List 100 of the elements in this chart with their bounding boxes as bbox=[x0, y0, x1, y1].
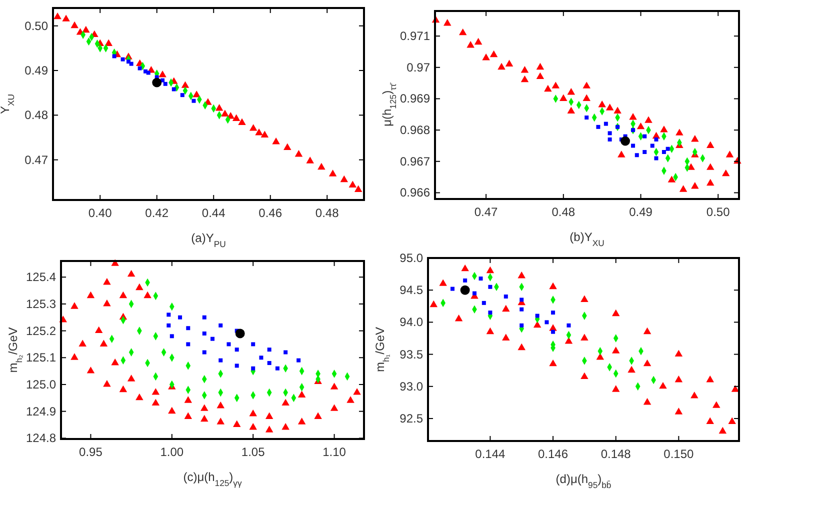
point bbox=[82, 26, 90, 33]
point bbox=[650, 144, 654, 148]
point bbox=[216, 418, 224, 424]
point bbox=[70, 353, 78, 360]
point bbox=[463, 278, 468, 282]
point bbox=[486, 327, 494, 334]
point bbox=[582, 82, 590, 88]
x-tick-label: 1.05 bbox=[241, 445, 266, 459]
y-tick-label: 125.4 bbox=[26, 270, 56, 284]
point bbox=[282, 422, 290, 430]
point bbox=[178, 315, 182, 320]
y-tick-label: 92.5 bbox=[400, 412, 424, 426]
point bbox=[505, 60, 514, 67]
point bbox=[644, 116, 652, 123]
y-tick-label: 125.1 bbox=[26, 350, 56, 365]
point bbox=[70, 302, 78, 309]
point bbox=[158, 70, 166, 78]
point bbox=[259, 356, 264, 360]
point bbox=[186, 326, 190, 330]
point bbox=[535, 314, 540, 318]
point bbox=[221, 110, 229, 117]
point bbox=[272, 137, 280, 144]
y-tick-label: 0.971 bbox=[400, 29, 430, 44]
point bbox=[643, 359, 652, 366]
point bbox=[482, 54, 490, 60]
point bbox=[136, 393, 144, 400]
point bbox=[152, 398, 160, 406]
point bbox=[104, 39, 112, 46]
x-axis-title: (b)Y$_{XU}$ bbox=[570, 230, 604, 248]
point bbox=[502, 334, 510, 340]
point bbox=[604, 122, 608, 126]
point bbox=[353, 388, 361, 395]
point bbox=[490, 50, 498, 58]
point bbox=[184, 396, 192, 403]
y-tick-label: 95.0 bbox=[400, 251, 424, 265]
x-tick-label: 1.10 bbox=[322, 445, 346, 459]
point bbox=[144, 69, 148, 74]
y-tick-label: 0.47 bbox=[24, 152, 48, 167]
point bbox=[54, 12, 62, 20]
y-tick-label: 0.49 bbox=[24, 64, 48, 78]
point bbox=[676, 128, 684, 136]
y-tick-label: 124.9 bbox=[26, 404, 56, 418]
point bbox=[560, 94, 568, 101]
x-axis-title: (c)μ(h$_{125}$)$_{γγ}$ bbox=[183, 470, 242, 488]
point bbox=[460, 285, 470, 295]
point bbox=[488, 284, 492, 289]
point bbox=[580, 295, 588, 302]
point bbox=[712, 401, 720, 408]
point bbox=[348, 180, 357, 188]
point bbox=[346, 396, 354, 403]
point bbox=[580, 372, 588, 380]
y-tick-label: 124.8 bbox=[26, 431, 56, 446]
point bbox=[330, 382, 338, 390]
point bbox=[634, 153, 639, 158]
point bbox=[232, 114, 240, 121]
point bbox=[520, 75, 529, 82]
point bbox=[518, 343, 526, 350]
point bbox=[544, 320, 549, 324]
x-tick-label: 0.146 bbox=[538, 447, 568, 461]
x-tick-label: 0.44 bbox=[202, 206, 226, 220]
point bbox=[662, 150, 666, 154]
point bbox=[210, 336, 214, 341]
point bbox=[86, 366, 95, 374]
point bbox=[478, 276, 483, 281]
point bbox=[260, 130, 269, 138]
point bbox=[103, 299, 111, 306]
point bbox=[472, 291, 476, 296]
point bbox=[318, 162, 326, 170]
point bbox=[62, 14, 70, 22]
point bbox=[200, 414, 208, 422]
point bbox=[444, 19, 452, 26]
y-tick-label: 93.5 bbox=[400, 347, 424, 362]
point bbox=[298, 418, 306, 424]
point bbox=[255, 128, 263, 136]
point bbox=[614, 106, 622, 114]
point bbox=[163, 82, 168, 86]
point bbox=[612, 385, 620, 392]
point bbox=[706, 376, 714, 382]
point bbox=[186, 342, 190, 346]
point bbox=[215, 104, 224, 111]
point bbox=[126, 60, 130, 64]
point bbox=[296, 358, 301, 362]
point bbox=[330, 404, 338, 411]
point bbox=[654, 156, 658, 160]
point bbox=[690, 392, 698, 398]
point bbox=[643, 327, 652, 334]
point bbox=[94, 326, 103, 334]
point bbox=[706, 178, 714, 186]
y-tick-label: 94.0 bbox=[400, 315, 424, 330]
point bbox=[120, 57, 125, 62]
point bbox=[679, 185, 688, 192]
point bbox=[628, 366, 636, 373]
point bbox=[249, 422, 257, 430]
point bbox=[439, 279, 447, 286]
point bbox=[218, 358, 223, 362]
point bbox=[668, 176, 676, 182]
point bbox=[504, 294, 508, 299]
point bbox=[488, 310, 492, 315]
y-tick-label: 94.5 bbox=[400, 283, 424, 298]
point bbox=[70, 21, 78, 28]
